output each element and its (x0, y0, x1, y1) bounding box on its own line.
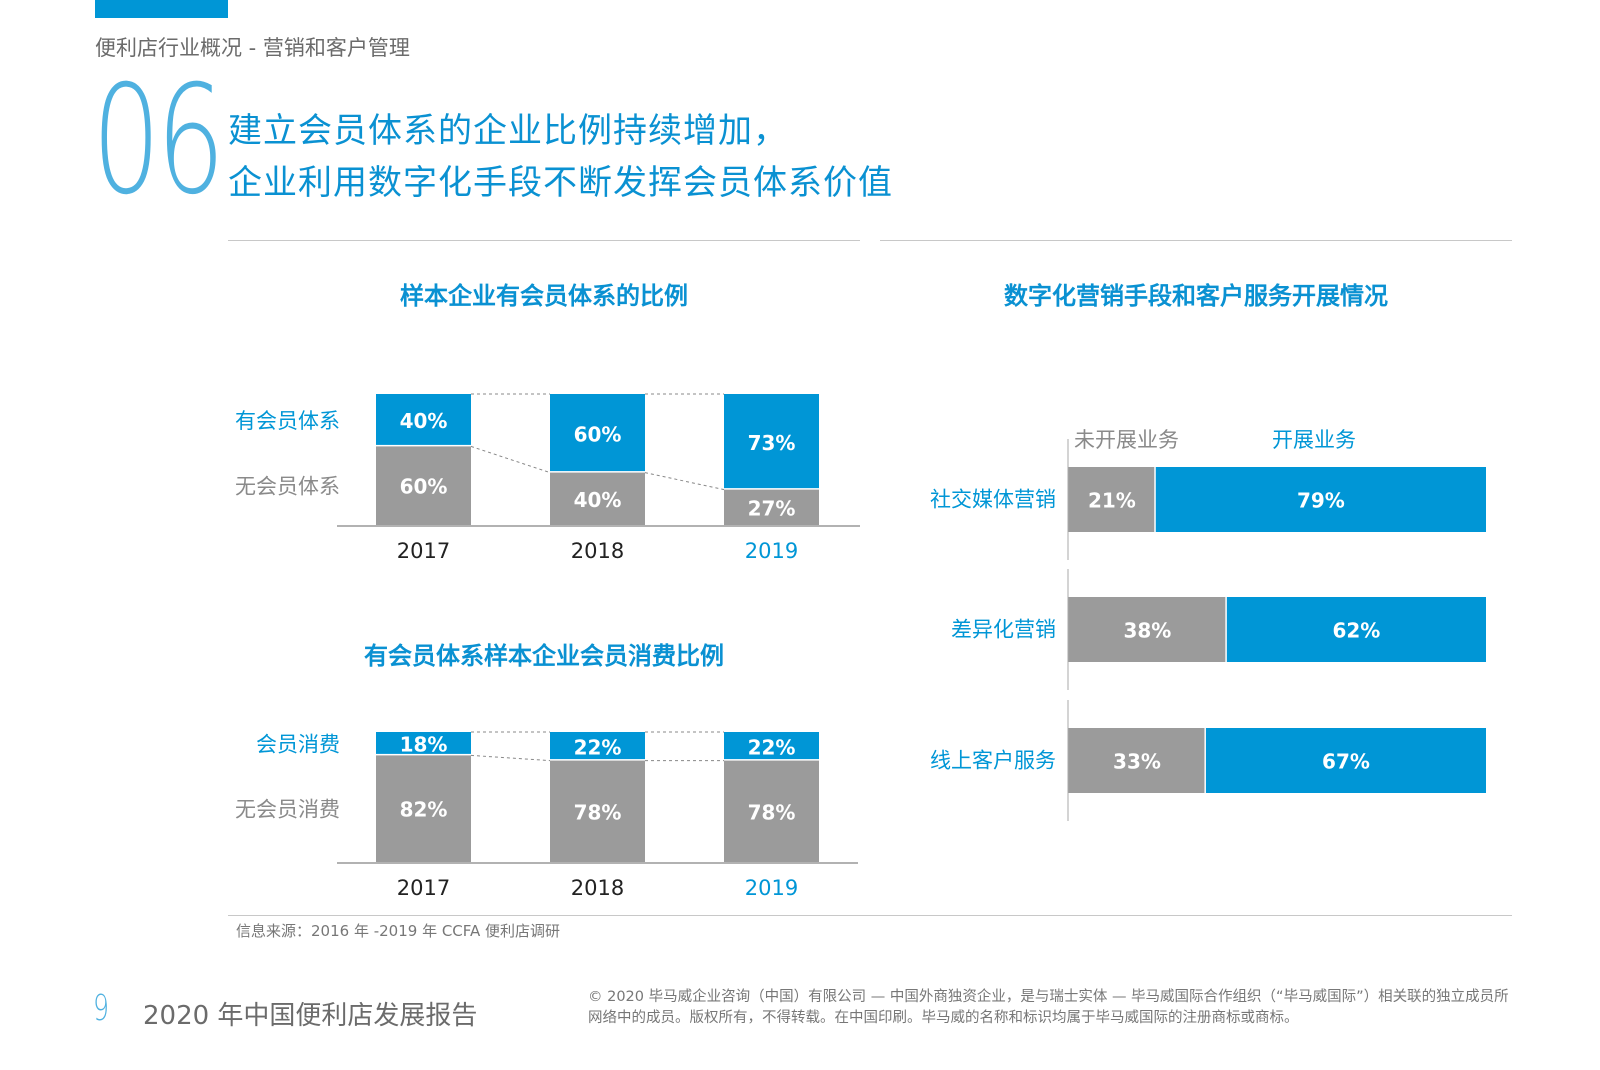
digital-category-2: 线上客户服务 (930, 749, 1056, 773)
chart-title-consumption: 有会员体系样本企业会员消费比例 (364, 642, 724, 670)
digital-label-2-started: 67% (1322, 750, 1370, 774)
membership-label-2019-top: 73% (748, 431, 796, 455)
consumption-legend-bottom: 无会员消费 (235, 798, 340, 822)
digital-bar-2-started (1205, 728, 1486, 793)
consumption-bar-2018-top (550, 732, 645, 760)
copyright-notice: © 2020 毕马威企业咨询（中国）有限公司 — 中国外商独资企业，是与瑞士实体… (588, 989, 1509, 1026)
chart-title-digital: 数字化营销手段和客户服务开展情况 (1004, 282, 1388, 310)
top-accent-bar (95, 0, 228, 18)
membership-bar-2019-top (724, 394, 819, 489)
consumption-legend-top: 会员消费 (256, 733, 340, 757)
membership-label-2018-bottom: 40% (574, 488, 622, 512)
membership-bar-2019-bottom (724, 489, 819, 525)
consumption-label-2018-top: 22% (574, 735, 622, 759)
membership-tick-2018: 2018 (571, 539, 624, 563)
digital-label-0-started: 79% (1297, 489, 1345, 513)
consumption-label-2019-top: 22% (748, 735, 796, 759)
digital-legend-started: 开展业务 (1272, 428, 1356, 452)
membership-legend-bottom: 无会员体系 (235, 475, 340, 499)
consumption-bar-2019-top (724, 732, 819, 760)
consumption-bar-2017-bottom (376, 755, 471, 862)
consumption-label-2019-bottom: 78% (748, 800, 796, 824)
consumption-label-2017-bottom: 82% (400, 798, 448, 822)
membership-bar-2017-bottom (376, 446, 471, 525)
membership-bar-2018-bottom (550, 472, 645, 525)
membership-tick-2017: 2017 (397, 539, 450, 563)
consumption-bar-2018-bottom (550, 760, 645, 862)
digital-category-0: 社交媒体营销 (930, 488, 1056, 512)
digital-bar-1-started (1226, 597, 1486, 662)
digital-bar-0-not-started (1068, 467, 1155, 532)
membership-label-2018-top: 60% (574, 422, 622, 446)
digital-label-1-started: 62% (1332, 619, 1380, 643)
page-number: 9 (93, 988, 110, 1029)
digital-label-0-not-started: 21% (1088, 489, 1136, 513)
consumption-bar-2019-bottom (724, 760, 819, 862)
divider-left (228, 240, 860, 241)
divider-bottom (228, 915, 1512, 916)
source-note: 信息来源：2016 年 -2019 年 CCFA 便利店调研 (236, 922, 561, 940)
digital-bar-1-not-started (1068, 597, 1226, 662)
report-title: 2020 年中国便利店发展报告 (143, 1001, 478, 1031)
headline-line-1: 建立会员体系的企业比例持续增加， (228, 111, 788, 151)
digital-legend-not-started: 未开展业务 (1074, 428, 1179, 452)
consumption-tick-2018: 2018 (571, 876, 624, 900)
digital-label-2-not-started: 33% (1113, 750, 1161, 774)
chart-title-membership: 样本企业有会员体系的比例 (400, 282, 688, 310)
breadcrumb: 便利店行业概况 - 营销和客户管理 (95, 36, 410, 60)
membership-bar-2018-top (550, 394, 645, 472)
consumption-connector-mid-0 (470, 754, 551, 762)
digital-category-1: 差异化营销 (951, 618, 1056, 642)
membership-label-2017-bottom: 60% (400, 475, 448, 499)
consumption-tick-2017: 2017 (397, 876, 450, 900)
consumption-label-2017-top: 18% (400, 733, 448, 757)
membership-tick-2019: 2019 (745, 539, 798, 563)
divider-right (880, 240, 1512, 241)
headline-line-2: 企业利用数字化手段不断发挥会员体系价值 (228, 163, 893, 203)
membership-label-2019-bottom: 27% (748, 496, 796, 520)
membership-connector-mid-0 (470, 445, 551, 474)
membership-legend-top: 有会员体系 (235, 409, 340, 433)
membership-label-2017-top: 40% (400, 409, 448, 433)
digital-bar-0-started (1155, 467, 1486, 532)
digital-bar-2-not-started (1068, 728, 1205, 793)
consumption-bar-2017-top (376, 732, 471, 754)
digital-label-1-not-started: 38% (1123, 619, 1171, 643)
section-number: 06 (92, 54, 225, 228)
consumption-label-2018-bottom: 78% (574, 800, 622, 824)
membership-bar-2017-top (376, 394, 471, 445)
membership-connector-mid-1 (644, 472, 725, 491)
consumption-tick-2019: 2019 (745, 876, 798, 900)
